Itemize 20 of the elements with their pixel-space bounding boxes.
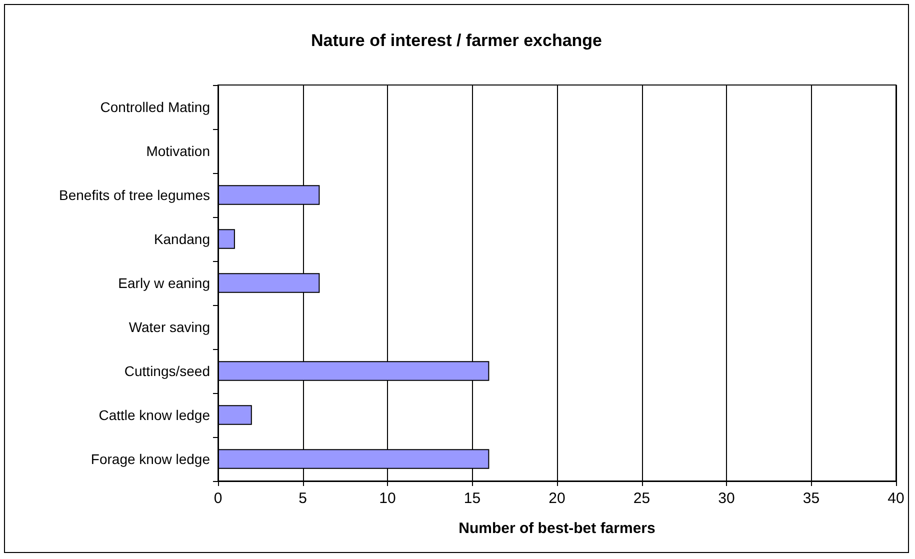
x-tick-label: 25 [633,490,650,507]
y-tick-label: Controlled Mating [100,99,210,115]
y-tick-label: Kandang [154,231,210,247]
x-tick-label: 30 [718,490,735,507]
y-tick-label: Water saving [128,319,210,335]
x-tick-label: 15 [464,490,481,507]
y-tick-label: Cuttings/seed [124,363,210,379]
x-tick-label: 0 [214,490,222,507]
chart-title: Nature of interest / farmer exchange [311,31,602,50]
x-axis-title: Number of best-bet farmers [458,520,656,537]
y-tick-label: Cattle know ledge [98,407,210,423]
y-tick-label: Forage know ledge [90,451,210,467]
x-tick-label: 20 [548,490,566,507]
x-tick-label: 10 [379,490,396,507]
y-tick-label: Benefits of tree legumes [59,187,210,203]
y-tick-label: Early w eaning [118,275,210,291]
x-tick-label: 35 [802,490,820,507]
x-tick-label: 40 [888,490,904,507]
x-tick-label: 5 [298,490,307,507]
y-tick-label: Motivation [146,143,210,159]
